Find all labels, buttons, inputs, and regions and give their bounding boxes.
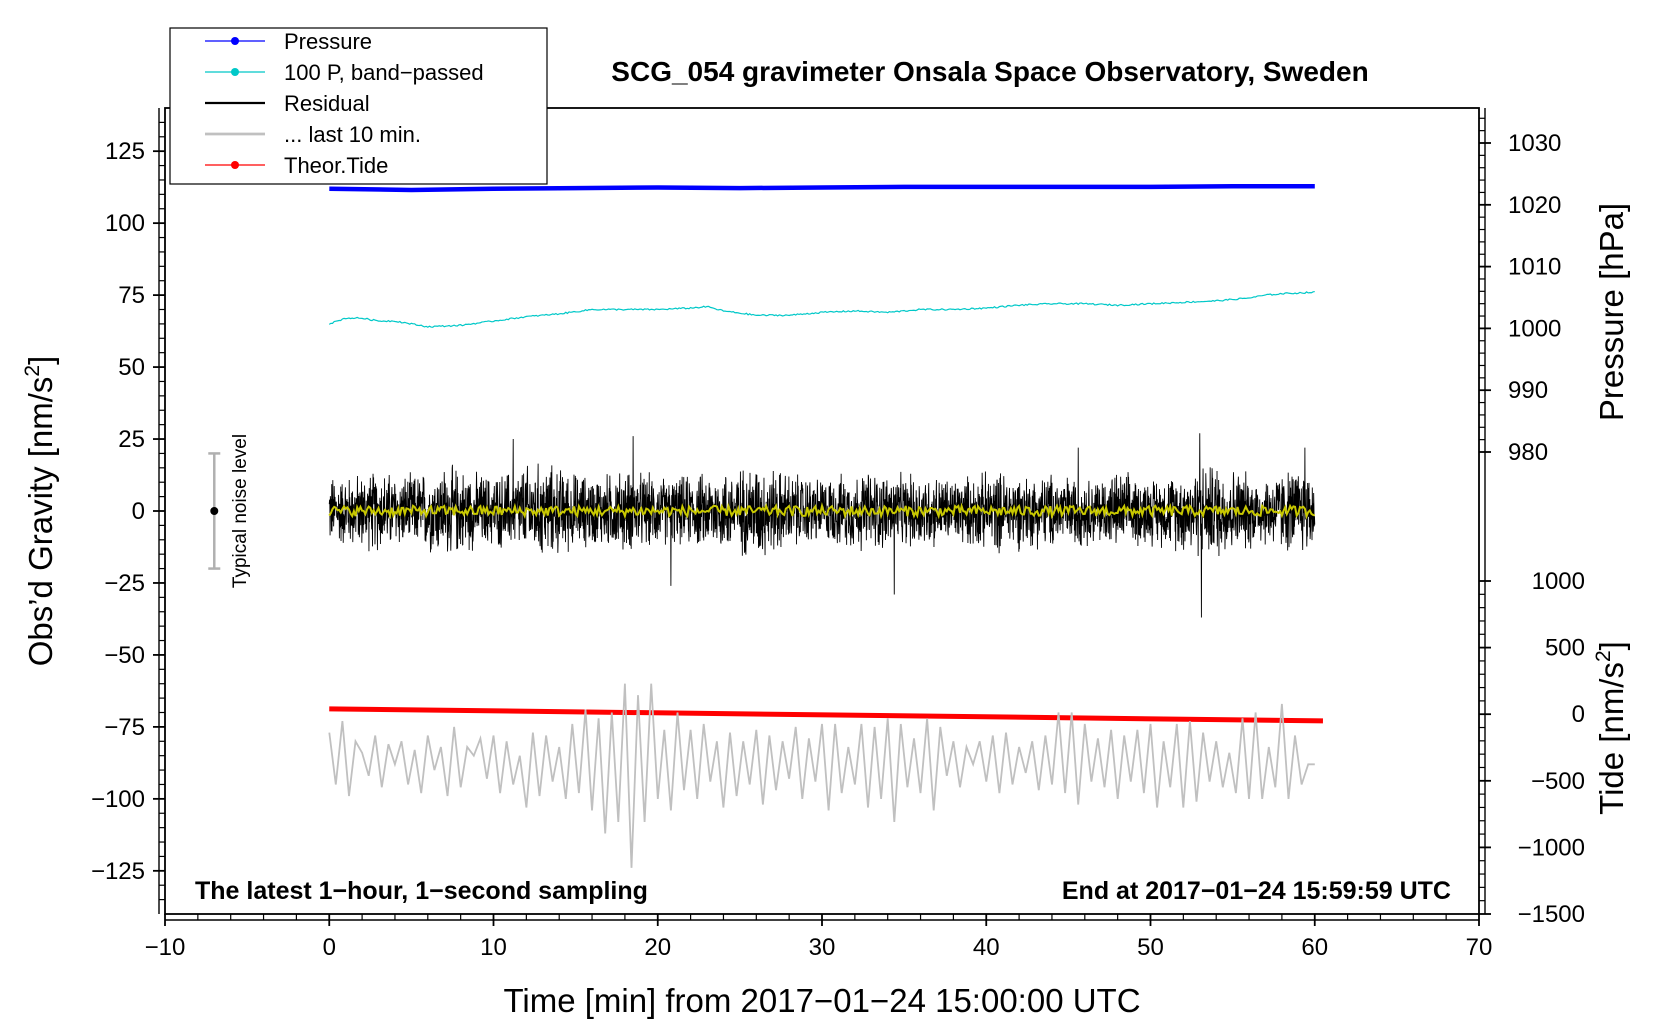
y-left-tick-label-75: 75 (118, 282, 145, 309)
y-axis-pressure-title: Pressure [hPa] (1593, 203, 1630, 421)
y-tide-tick-label--500: −500 (1531, 768, 1585, 795)
y-tide-tick-label--1500: −1500 (1518, 901, 1585, 928)
y-pressure-tick-label-990: 990 (1508, 377, 1548, 404)
legend: Pressure 100 P, band−passed Residual ... la… (169, 27, 548, 185)
series-last-10-min (328, 683, 1315, 868)
series-theor-tide (329, 706, 1323, 724)
x-tick-label-10: 10 (480, 934, 507, 961)
plot-series (208, 184, 1323, 868)
y-axis-tide-title-end: ] (1593, 641, 1630, 650)
x-tick-label-50: 50 (1137, 934, 1164, 961)
legend-label-3: ... last 10 min. (284, 122, 421, 147)
y-pressure-tick-label-1020: 1020 (1508, 192, 1561, 219)
y-axis-tide-title: Tide [nm/s2] (1592, 641, 1630, 815)
y-left-tick-label-125: 125 (105, 138, 145, 165)
noise-level-label: Typical noise level (230, 434, 251, 588)
y-pressure-tick-label-1000: 1000 (1508, 315, 1561, 342)
y-axis-tide-title-main: Tide [nm/s (1593, 662, 1630, 815)
legend-box (169, 27, 548, 185)
chart-title: SCG_054 gravimeter Onsala Space Observat… (611, 56, 1368, 87)
y-axis-left-title: Obs’d Gravity [nm/s2] (21, 356, 59, 667)
y-left-tick-label-25: 25 (118, 426, 145, 453)
x-tick-label--10: −10 (145, 934, 186, 961)
legend-marker-0 (231, 37, 239, 45)
y-pressure-tick-label-1010: 1010 (1508, 254, 1561, 281)
y-axis-left-title-end: ] (22, 356, 59, 365)
y-tide-tick-label-0: 0 (1572, 701, 1585, 728)
y-axis-left-title-main: Obs’d Gravity [nm/s (22, 377, 59, 667)
y-left-tick-label-50: 50 (118, 354, 145, 381)
x-tick-label-30: 30 (809, 934, 836, 961)
x-tick-label-20: 20 (644, 934, 671, 961)
annotation-sampling: The latest 1−hour, 1−second sampling (195, 877, 648, 905)
y-tide-tick-label-1000: 1000 (1532, 568, 1585, 595)
x-tick-label-60: 60 (1301, 934, 1328, 961)
legend-label-2: Residual (284, 91, 370, 116)
y-pressure-tick-label-980: 980 (1508, 439, 1548, 466)
x-tick-label-70: 70 (1466, 934, 1493, 961)
y-left-tick-label--75: −75 (104, 714, 145, 741)
noise-bar-center (210, 507, 219, 515)
x-tick-label-0: 0 (323, 934, 336, 961)
y-left-tick-label--100: −100 (91, 786, 145, 813)
x-tick-label-40: 40 (973, 934, 1000, 961)
y-left-tick-label-100: 100 (105, 210, 145, 237)
legend-label-4: Theor.Tide (284, 153, 388, 178)
legend-marker-1 (231, 68, 239, 76)
series-band-passed-pressure (328, 290, 1315, 328)
y-left-tick-label--25: −25 (104, 570, 145, 597)
y-left-tick-label--50: −50 (104, 642, 145, 669)
series-pressure (329, 184, 1315, 193)
y-left-tick-label-0: 0 (132, 498, 145, 525)
legend-label-0: Pressure (284, 29, 372, 54)
axes: −10 0 10 20 30 40 50 60 701251007550250−25−50−75… (91, 108, 1585, 961)
series-residual-smoothed (328, 502, 1316, 520)
y-tide-tick-label-500: 500 (1545, 635, 1585, 662)
y-axis-tide-title-sup: 2 (1592, 650, 1615, 662)
y-pressure-tick-label-1030: 1030 (1508, 130, 1561, 157)
y-left-tick-label--125: −125 (91, 858, 145, 885)
y-axis-left-title-sup: 2 (21, 365, 44, 377)
x-axis-title: Time [min] from 2017−01−24 15:00:00 UTC (503, 982, 1140, 1019)
legend-label-1: 100 P, band−passed (284, 60, 484, 85)
y-tide-tick-label--1000: −1000 (1518, 834, 1585, 861)
annotation-end-time: End at 2017−01−24 15:59:59 UTC (1062, 877, 1451, 905)
series-residual (328, 433, 1316, 618)
legend-marker-4 (231, 161, 239, 169)
